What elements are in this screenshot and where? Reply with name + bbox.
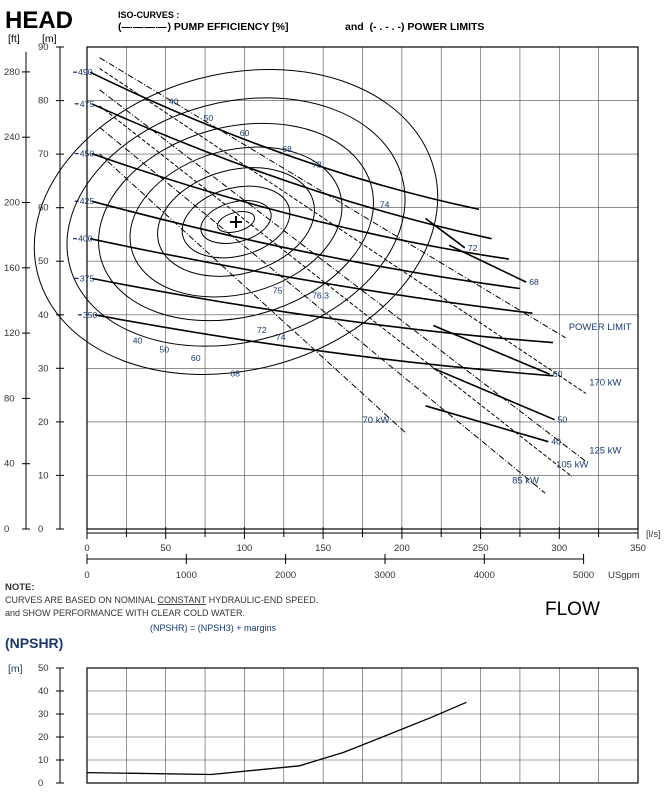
svg-text:120: 120 [4, 328, 20, 339]
svg-text:375: 375 [80, 273, 95, 283]
svg-text:400: 400 [78, 234, 93, 244]
svg-text:74: 74 [276, 332, 286, 342]
svg-text:NOTE:: NOTE: [5, 582, 35, 593]
svg-text:0: 0 [4, 524, 9, 535]
svg-text:20: 20 [38, 732, 49, 743]
svg-text:105 kW: 105 kW [556, 459, 588, 470]
svg-text:50: 50 [558, 415, 568, 425]
svg-text:68: 68 [529, 277, 539, 287]
svg-text:300: 300 [551, 543, 567, 554]
svg-text:(NPSHR): (NPSHR) [5, 635, 63, 651]
svg-text:0: 0 [38, 778, 43, 789]
svg-text:200: 200 [4, 198, 20, 209]
svg-text:40: 40 [551, 437, 561, 447]
svg-text:10: 10 [38, 755, 49, 766]
svg-text:[l/s]: [l/s] [646, 529, 661, 540]
svg-text:0: 0 [38, 524, 43, 535]
svg-text:60: 60 [240, 128, 250, 138]
svg-text:10: 10 [38, 470, 49, 481]
svg-text:250: 250 [473, 543, 489, 554]
svg-text:FLOW: FLOW [545, 599, 600, 620]
svg-text:60: 60 [553, 369, 563, 379]
svg-text:75: 75 [273, 285, 283, 295]
svg-text:68: 68 [230, 368, 240, 378]
svg-text:CURVES ARE BASED ON NOMINAL CO: CURVES ARE BASED ON NOMINAL CONSTANT HYD… [5, 595, 318, 605]
svg-text:POWER LIMIT: POWER LIMIT [569, 322, 632, 333]
svg-text:1000: 1000 [176, 570, 197, 581]
svg-text:40: 40 [38, 686, 49, 697]
svg-text:76.3: 76.3 [312, 291, 329, 301]
svg-text:475: 475 [80, 99, 95, 109]
svg-text:125 kW: 125 kW [589, 446, 621, 457]
svg-text:350: 350 [630, 543, 646, 554]
svg-text:5000: 5000 [573, 570, 594, 581]
svg-text:USgpm: USgpm [608, 570, 640, 581]
svg-text:240: 240 [4, 132, 20, 143]
svg-text:425: 425 [80, 196, 95, 206]
svg-text:30: 30 [38, 363, 49, 374]
svg-text:0: 0 [84, 543, 89, 554]
svg-text:74: 74 [380, 200, 390, 210]
svg-text:170 kW: 170 kW [589, 378, 621, 389]
svg-text:50: 50 [38, 663, 49, 674]
svg-text:160: 160 [4, 263, 20, 274]
svg-text:2000: 2000 [275, 570, 296, 581]
svg-text:40: 40 [169, 96, 179, 106]
svg-text:80: 80 [38, 96, 49, 107]
svg-text:70: 70 [38, 149, 49, 160]
svg-text:3000: 3000 [374, 570, 395, 581]
svg-text:30: 30 [38, 709, 49, 720]
svg-text:40: 40 [38, 310, 49, 321]
svg-text:280: 280 [4, 67, 20, 78]
svg-text:and SHOW PERFORMANCE WITH CLEA: and SHOW PERFORMANCE WITH CLEAR COLD WAT… [5, 608, 245, 618]
svg-text:40: 40 [4, 459, 15, 470]
svg-text:0: 0 [84, 570, 89, 581]
svg-text:70 kW: 70 kW [363, 415, 390, 426]
svg-text:40: 40 [133, 336, 143, 346]
svg-text:80: 80 [4, 393, 15, 404]
svg-text:72: 72 [468, 243, 478, 253]
svg-text:4000: 4000 [474, 570, 495, 581]
svg-text:100: 100 [236, 543, 252, 554]
svg-text:50: 50 [38, 256, 49, 267]
svg-text:60: 60 [38, 203, 49, 214]
svg-text:60: 60 [191, 353, 201, 363]
svg-text:50: 50 [160, 543, 171, 554]
svg-text:(NPSHR) = (NPSH3) + margins: (NPSHR) = (NPSH3) + margins [150, 623, 277, 633]
svg-text:20: 20 [38, 417, 49, 428]
svg-text:50: 50 [204, 113, 214, 123]
svg-text:200: 200 [394, 543, 410, 554]
svg-text:450: 450 [80, 149, 95, 159]
svg-text:150: 150 [315, 543, 331, 554]
svg-text:72: 72 [312, 160, 322, 170]
svg-text:[m]: [m] [8, 663, 23, 675]
svg-text:68: 68 [282, 144, 292, 154]
svg-text:50: 50 [159, 344, 169, 354]
svg-text:350: 350 [83, 310, 98, 320]
svg-text:490: 490 [78, 67, 93, 77]
svg-text:85 kW: 85 kW [512, 476, 539, 487]
svg-text:72: 72 [257, 325, 267, 335]
